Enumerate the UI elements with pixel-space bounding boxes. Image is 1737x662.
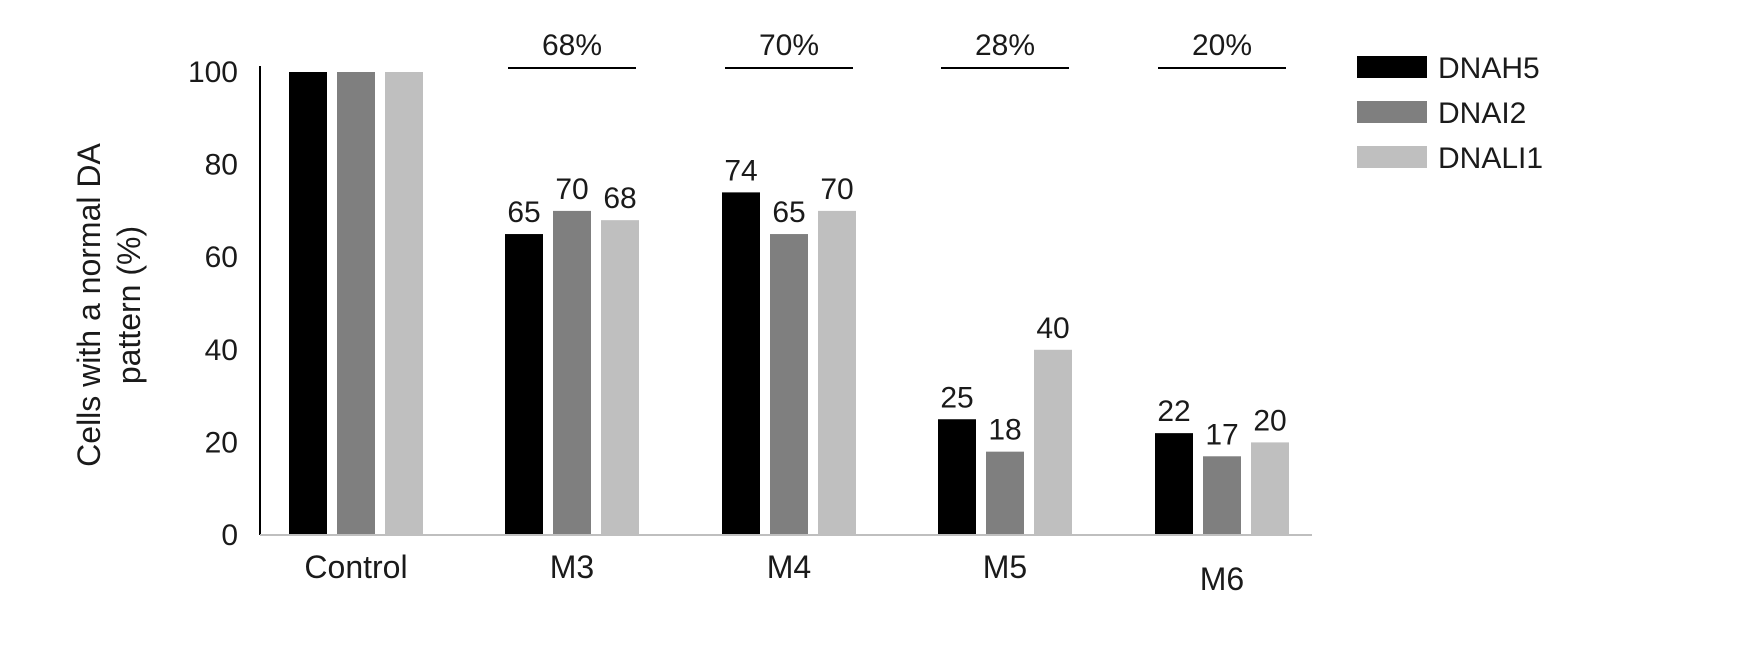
data-label: 68 xyxy=(603,182,636,215)
bar-dnai2-control xyxy=(337,72,375,535)
data-label: 18 xyxy=(988,414,1021,447)
bar-dnai2-m3 xyxy=(553,210,591,535)
legend-swatch-dnah5 xyxy=(1357,56,1427,78)
bar-dnali1-m3 xyxy=(601,220,639,535)
bar-dnali1-m4 xyxy=(818,210,856,535)
data-label: 74 xyxy=(724,154,757,187)
data-label: 25 xyxy=(940,381,973,414)
x-axis-categories: Control M3 M4 M5 M6 xyxy=(304,549,1244,597)
axes xyxy=(259,66,1312,536)
data-label: 65 xyxy=(772,196,805,229)
y-axis-title-line-1: pattern (%) xyxy=(111,226,147,384)
y-tick-label: 80 xyxy=(205,149,238,182)
y-axis-title: Cells with a normal DA pattern (%) xyxy=(71,143,147,467)
group-annotation-label: 20% xyxy=(1192,29,1252,62)
group-annotations: 68% 70% 28% 20% xyxy=(508,29,1286,69)
bar-dnai2-m6 xyxy=(1203,456,1241,535)
group-annotation-label: 28% xyxy=(975,29,1035,62)
x-category-label: M6 xyxy=(1200,561,1244,597)
bar-dnali1-m6 xyxy=(1251,442,1289,535)
bar-dnah5-m6 xyxy=(1155,433,1193,535)
bar-dnai2-m5 xyxy=(986,451,1024,535)
bar-dnai2-m4 xyxy=(770,234,808,536)
legend: DNAH5 DNAI2 DNALI1 xyxy=(1357,52,1543,175)
bar-dnah5-m3 xyxy=(505,234,543,536)
bar-dnah5-m4 xyxy=(722,192,760,535)
data-label: 22 xyxy=(1157,395,1190,428)
data-labels: 65 70 68 74 65 70 25 18 40 22 17 20 xyxy=(507,154,1286,451)
bar-dnali1-m5 xyxy=(1034,349,1072,535)
bar-dnah5-control xyxy=(289,72,327,535)
y-axis-title-text: Cells with a normal DA pattern (%) xyxy=(71,143,147,467)
y-axis-title-line-0: Cells with a normal DA xyxy=(71,143,107,467)
bar-dnali1-control xyxy=(385,72,423,535)
legend-label: DNAH5 xyxy=(1438,52,1540,85)
legend-label: DNALI1 xyxy=(1438,142,1543,175)
data-label: 40 xyxy=(1036,312,1069,345)
group-annotation-label: 68% xyxy=(542,29,602,62)
data-label: 70 xyxy=(555,173,588,206)
y-tick-label: 40 xyxy=(205,334,238,367)
bar-dnah5-m5 xyxy=(938,419,976,535)
x-category-label: M5 xyxy=(983,549,1027,585)
y-tick-label: 60 xyxy=(205,241,238,274)
data-label: 70 xyxy=(820,173,853,206)
y-tick-label: 0 xyxy=(221,519,238,552)
data-label: 17 xyxy=(1205,418,1238,451)
y-tick-label: 20 xyxy=(205,426,238,459)
data-label: 65 xyxy=(507,196,540,229)
x-category-label: M3 xyxy=(550,549,594,585)
legend-swatch-dnali1 xyxy=(1357,146,1427,168)
y-axis-ticks: 0 20 40 60 80 100 xyxy=(188,56,238,552)
bars xyxy=(289,72,1289,536)
x-category-label: M4 xyxy=(767,549,811,585)
legend-label: DNAI2 xyxy=(1438,97,1526,130)
y-tick-label: 100 xyxy=(188,56,238,89)
group-annotation-label: 70% xyxy=(759,29,819,62)
x-category-label: Control xyxy=(304,549,407,585)
legend-swatch-dnai2 xyxy=(1357,101,1427,123)
data-label: 20 xyxy=(1253,404,1286,437)
